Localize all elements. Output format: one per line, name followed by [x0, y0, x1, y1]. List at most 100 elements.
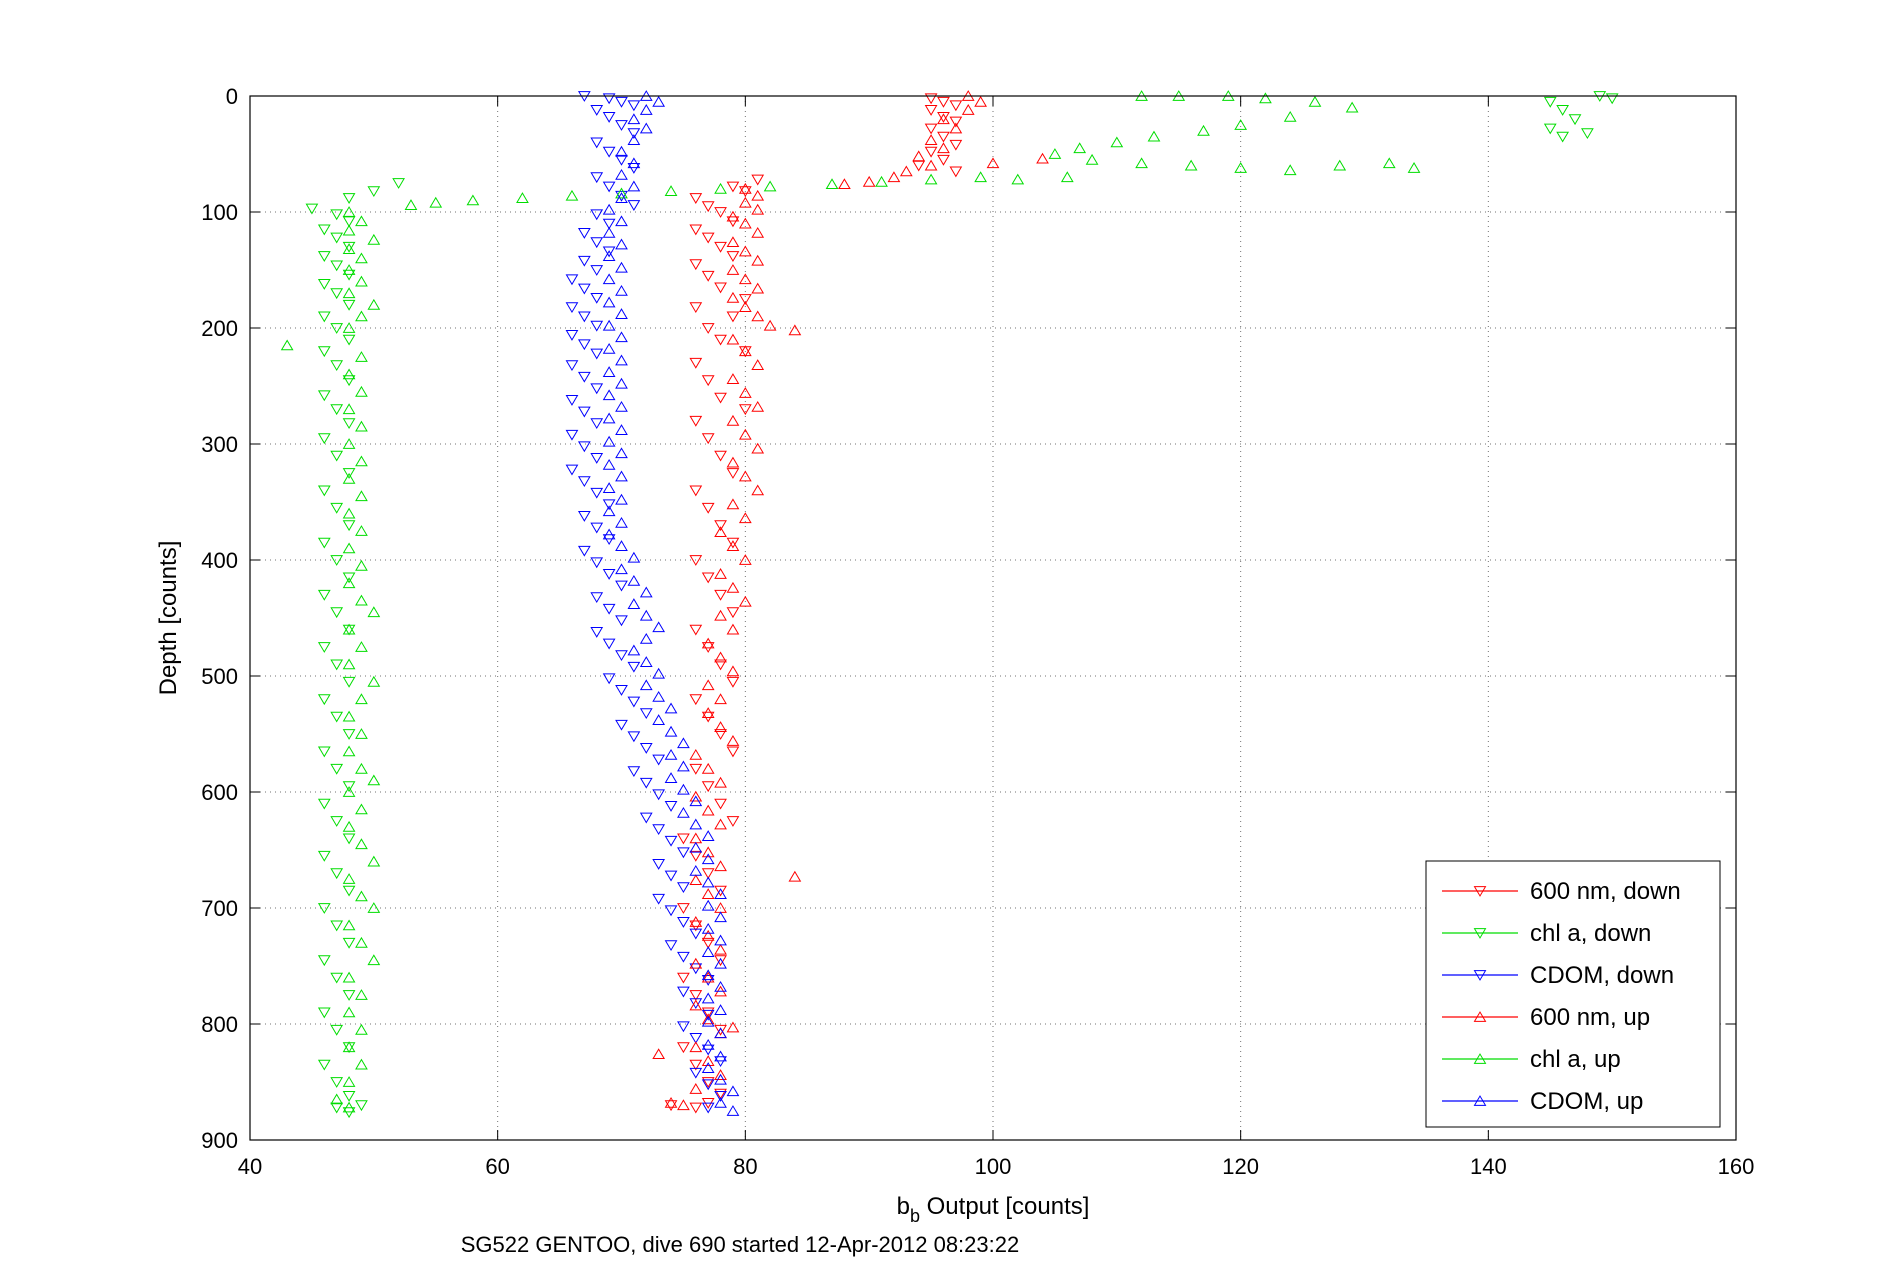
- data-point: [342, 624, 356, 636]
- data-point: [701, 375, 715, 387]
- y-axis-label: Depth [counts]: [155, 541, 182, 696]
- data-point: [590, 522, 604, 534]
- data-point: [689, 1059, 703, 1071]
- data-point: [1308, 95, 1322, 107]
- data-point: [615, 719, 628, 731]
- data-point: [664, 725, 678, 737]
- data-point: [639, 122, 653, 134]
- data-point: [330, 763, 344, 775]
- data-point: [664, 748, 678, 760]
- data-point: [652, 789, 666, 801]
- data-point: [701, 975, 715, 986]
- data-point: [615, 192, 628, 203]
- x-tick-label: 140: [1470, 1154, 1507, 1179]
- data-point: [714, 885, 727, 897]
- data-point: [701, 1013, 715, 1025]
- data-point: [342, 269, 356, 281]
- data-point: [714, 526, 727, 538]
- data-point: [317, 955, 331, 967]
- data-point: [317, 1007, 331, 1019]
- legend-entry: CDOM, down: [1442, 962, 1674, 989]
- data-point: [330, 1077, 344, 1088]
- legend-entry: chl a, up: [1442, 1046, 1621, 1073]
- data-point: [726, 498, 740, 510]
- data-point: [689, 795, 703, 807]
- data-point: [652, 1048, 666, 1060]
- data-point: [701, 1044, 715, 1056]
- data-point: [615, 424, 628, 435]
- data-point: [317, 537, 331, 549]
- data-point: [1345, 101, 1359, 113]
- data-point: [577, 371, 591, 383]
- data-point: [577, 441, 591, 453]
- x-axis-label: bb Output [counts]: [897, 1193, 1090, 1226]
- y-tick-label: 700: [201, 896, 238, 921]
- data-point: [615, 96, 628, 108]
- data-point: [565, 330, 579, 341]
- data-point: [590, 383, 604, 395]
- data-point: [639, 632, 653, 644]
- data-point: [590, 592, 604, 604]
- data-point: [330, 607, 344, 619]
- data-point: [714, 450, 727, 462]
- data-point: [602, 412, 616, 424]
- data-point: [701, 969, 715, 981]
- axis-ticks: 40 60 80 100 120 140 160 0 100 200 300 400 500 600 700…: [201, 84, 1754, 1179]
- data-point: [689, 748, 703, 760]
- data-point: [726, 581, 740, 593]
- data-point: [701, 899, 715, 911]
- data-point: [689, 555, 703, 566]
- data-point: [342, 287, 356, 299]
- legend-entry: CDOM, up: [1442, 1088, 1643, 1115]
- data-point: [714, 1050, 727, 1062]
- data-point: [1147, 130, 1161, 142]
- data-point: [590, 209, 604, 221]
- data-point: [330, 450, 344, 462]
- data-point: [714, 520, 727, 532]
- data-point: [714, 1088, 727, 1100]
- data-point: [701, 804, 715, 816]
- data-point: [689, 957, 703, 969]
- data-point: [1556, 131, 1570, 143]
- data-point: [714, 659, 727, 671]
- data-point: [330, 555, 344, 566]
- data-point: [1234, 119, 1248, 130]
- data-point: [726, 746, 740, 758]
- data-point: [355, 936, 368, 948]
- data-point: [615, 168, 628, 180]
- data-point: [590, 348, 604, 360]
- data-point: [590, 237, 604, 249]
- data-point: [949, 166, 963, 178]
- data-point: [701, 1038, 715, 1050]
- data-point: [466, 194, 480, 206]
- data-point: [317, 1059, 331, 1071]
- data-point: [317, 850, 331, 862]
- data-point: [726, 468, 740, 479]
- data-point: [751, 226, 765, 238]
- data-point: [689, 1033, 703, 1044]
- data-point: [342, 658, 356, 670]
- data-point: [689, 864, 703, 876]
- data-point: [738, 245, 752, 257]
- data-point: [701, 937, 715, 949]
- data-point: [342, 729, 356, 740]
- data-point: [937, 113, 950, 125]
- data-point: [330, 920, 344, 932]
- data-point: [924, 173, 938, 185]
- data-point: [367, 675, 381, 687]
- data-point: [738, 273, 752, 285]
- data-point: [726, 676, 740, 688]
- data-point: [342, 971, 356, 983]
- data-point: [689, 1041, 703, 1053]
- data-point: [726, 291, 740, 303]
- data-point: [355, 310, 368, 322]
- data-point: [924, 159, 938, 171]
- y-tick-label: 900: [201, 1128, 238, 1153]
- data-point: [577, 283, 591, 295]
- data-point: [317, 433, 331, 445]
- series-0: [664, 93, 963, 1114]
- y-tick-label: 600: [201, 780, 238, 805]
- data-point: [714, 943, 727, 955]
- data-point: [726, 251, 740, 263]
- legend-marker: [1473, 970, 1487, 981]
